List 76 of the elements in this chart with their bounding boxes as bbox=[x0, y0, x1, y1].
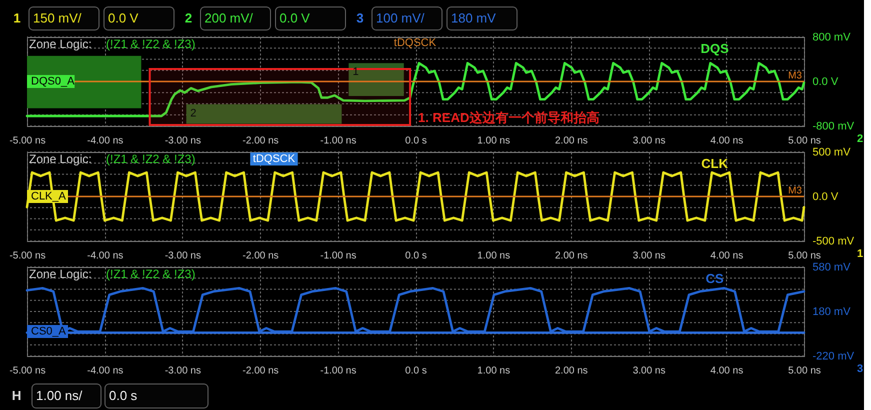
x-tick-label: 5.00 ns bbox=[788, 136, 821, 146]
x-tick-label: -2.00 ns bbox=[242, 136, 279, 146]
x-tick-label: 1.00 ns bbox=[477, 366, 510, 376]
annotation: (!Z1 & !Z2 & !Z3) bbox=[106, 37, 196, 51]
x-tick-label: -4.00 ns bbox=[87, 250, 124, 262]
text: 150 mV/ bbox=[33, 10, 82, 26]
x-tick-label: 4.00 ns bbox=[710, 136, 744, 146]
text: 200 mV/ bbox=[204, 10, 254, 26]
x-tick-label: 2.00 ns bbox=[554, 250, 588, 262]
text: 1 bbox=[856, 248, 864, 260]
x-tick-label: -2.00 ns bbox=[242, 250, 279, 262]
annotation: Zone Logic: bbox=[29, 152, 92, 166]
text: H bbox=[12, 388, 22, 403]
ref-line-label: M3 bbox=[788, 186, 802, 196]
x-tick-label: -1.00 ns bbox=[320, 366, 356, 376]
series-label: DQS bbox=[700, 41, 730, 56]
x-tick-label: -3.00 ns bbox=[164, 366, 201, 376]
y-tick-label: 800 mV bbox=[812, 32, 852, 44]
annotation: Zone Logic: bbox=[29, 267, 92, 281]
x-tick-label: 5.00 ns bbox=[788, 250, 821, 262]
x-tick-label: 2.00 ns bbox=[554, 136, 588, 146]
x-tick-label: 4.00 ns bbox=[710, 250, 744, 262]
y-tick-label: -500 mV bbox=[812, 236, 855, 248]
annotation: tDQSCK bbox=[394, 37, 437, 49]
text: 2 bbox=[856, 133, 864, 145]
ref-line-label: M3 bbox=[788, 70, 802, 82]
x-tick-label: -1.00 ns bbox=[320, 136, 356, 146]
x-tick-label: -4.00 ns bbox=[87, 136, 124, 146]
y-tick-label: 0.0 V bbox=[812, 76, 839, 88]
x-tick-label: 3.00 ns bbox=[632, 366, 666, 376]
annotation: CLK_A bbox=[31, 190, 67, 202]
text: 3 bbox=[856, 363, 864, 375]
annotation: 2 bbox=[190, 107, 196, 120]
x-tick-label: 0.0 s bbox=[405, 366, 427, 376]
text: 2 bbox=[184, 10, 192, 26]
x-tick-label: 2.00 ns bbox=[554, 366, 588, 376]
y-tick-label: -800 mV bbox=[812, 120, 855, 132]
x-tick-label: -3.00 ns bbox=[164, 250, 201, 262]
x-tick-label: -1.00 ns bbox=[320, 250, 356, 262]
text: 0.0 V bbox=[108, 10, 139, 26]
x-tick-label: -3.00 ns bbox=[164, 136, 201, 146]
x-tick-label: 4.00 ns bbox=[710, 366, 744, 376]
y-tick-label: 0.0 V bbox=[812, 191, 839, 203]
x-tick-label: 3.00 ns bbox=[632, 250, 666, 262]
x-tick-label: -5.00 ns bbox=[9, 136, 46, 146]
series-label: CLK bbox=[701, 156, 729, 171]
text: 3 bbox=[356, 10, 364, 26]
text: 0.0 V bbox=[280, 10, 310, 26]
x-tick-label: -5.00 ns bbox=[9, 366, 46, 376]
annotation: CS0_A bbox=[31, 326, 67, 338]
band-label: 1. READ这边有一个前导和抬高 bbox=[418, 110, 600, 125]
line-series bbox=[26, 171, 806, 222]
x-tick-label: -2.00 ns bbox=[242, 366, 279, 376]
text: 1 bbox=[13, 10, 21, 26]
x-tick-label: 0.0 s bbox=[405, 136, 427, 146]
annotation: tDQSCK bbox=[252, 153, 296, 165]
x-tick-label: 3.00 ns bbox=[632, 136, 666, 146]
text: 0.0 s bbox=[109, 388, 138, 403]
x-tick-label: -4.00 ns bbox=[87, 366, 124, 376]
text: 1.00 ns/ bbox=[36, 388, 83, 403]
text: 100 mV/ bbox=[376, 10, 425, 26]
series-label: CS bbox=[706, 271, 724, 286]
annotation: (!Z1 & !Z2 & !Z3) bbox=[106, 267, 196, 281]
y-tick-label: -220 mV bbox=[812, 350, 855, 362]
annotation: Zone Logic: bbox=[29, 37, 92, 51]
y-tick-label: 500 mV bbox=[812, 146, 852, 158]
annotation: (!Z1 & !Z2 & !Z3) bbox=[106, 152, 196, 166]
x-tick-label: 1.00 ns bbox=[477, 250, 510, 262]
text: 180 mV bbox=[451, 10, 496, 26]
y-tick-label: 180 mV bbox=[812, 306, 852, 318]
x-tick-label: 5.00 ns bbox=[788, 366, 821, 376]
annotation: DQS0_A bbox=[31, 76, 76, 88]
y-tick-label: 580 mV bbox=[812, 262, 852, 274]
x-tick-label: 0.0 s bbox=[405, 250, 427, 262]
x-tick-label: 1.00 ns bbox=[477, 136, 510, 146]
x-tick-label: -5.00 ns bbox=[9, 250, 46, 262]
